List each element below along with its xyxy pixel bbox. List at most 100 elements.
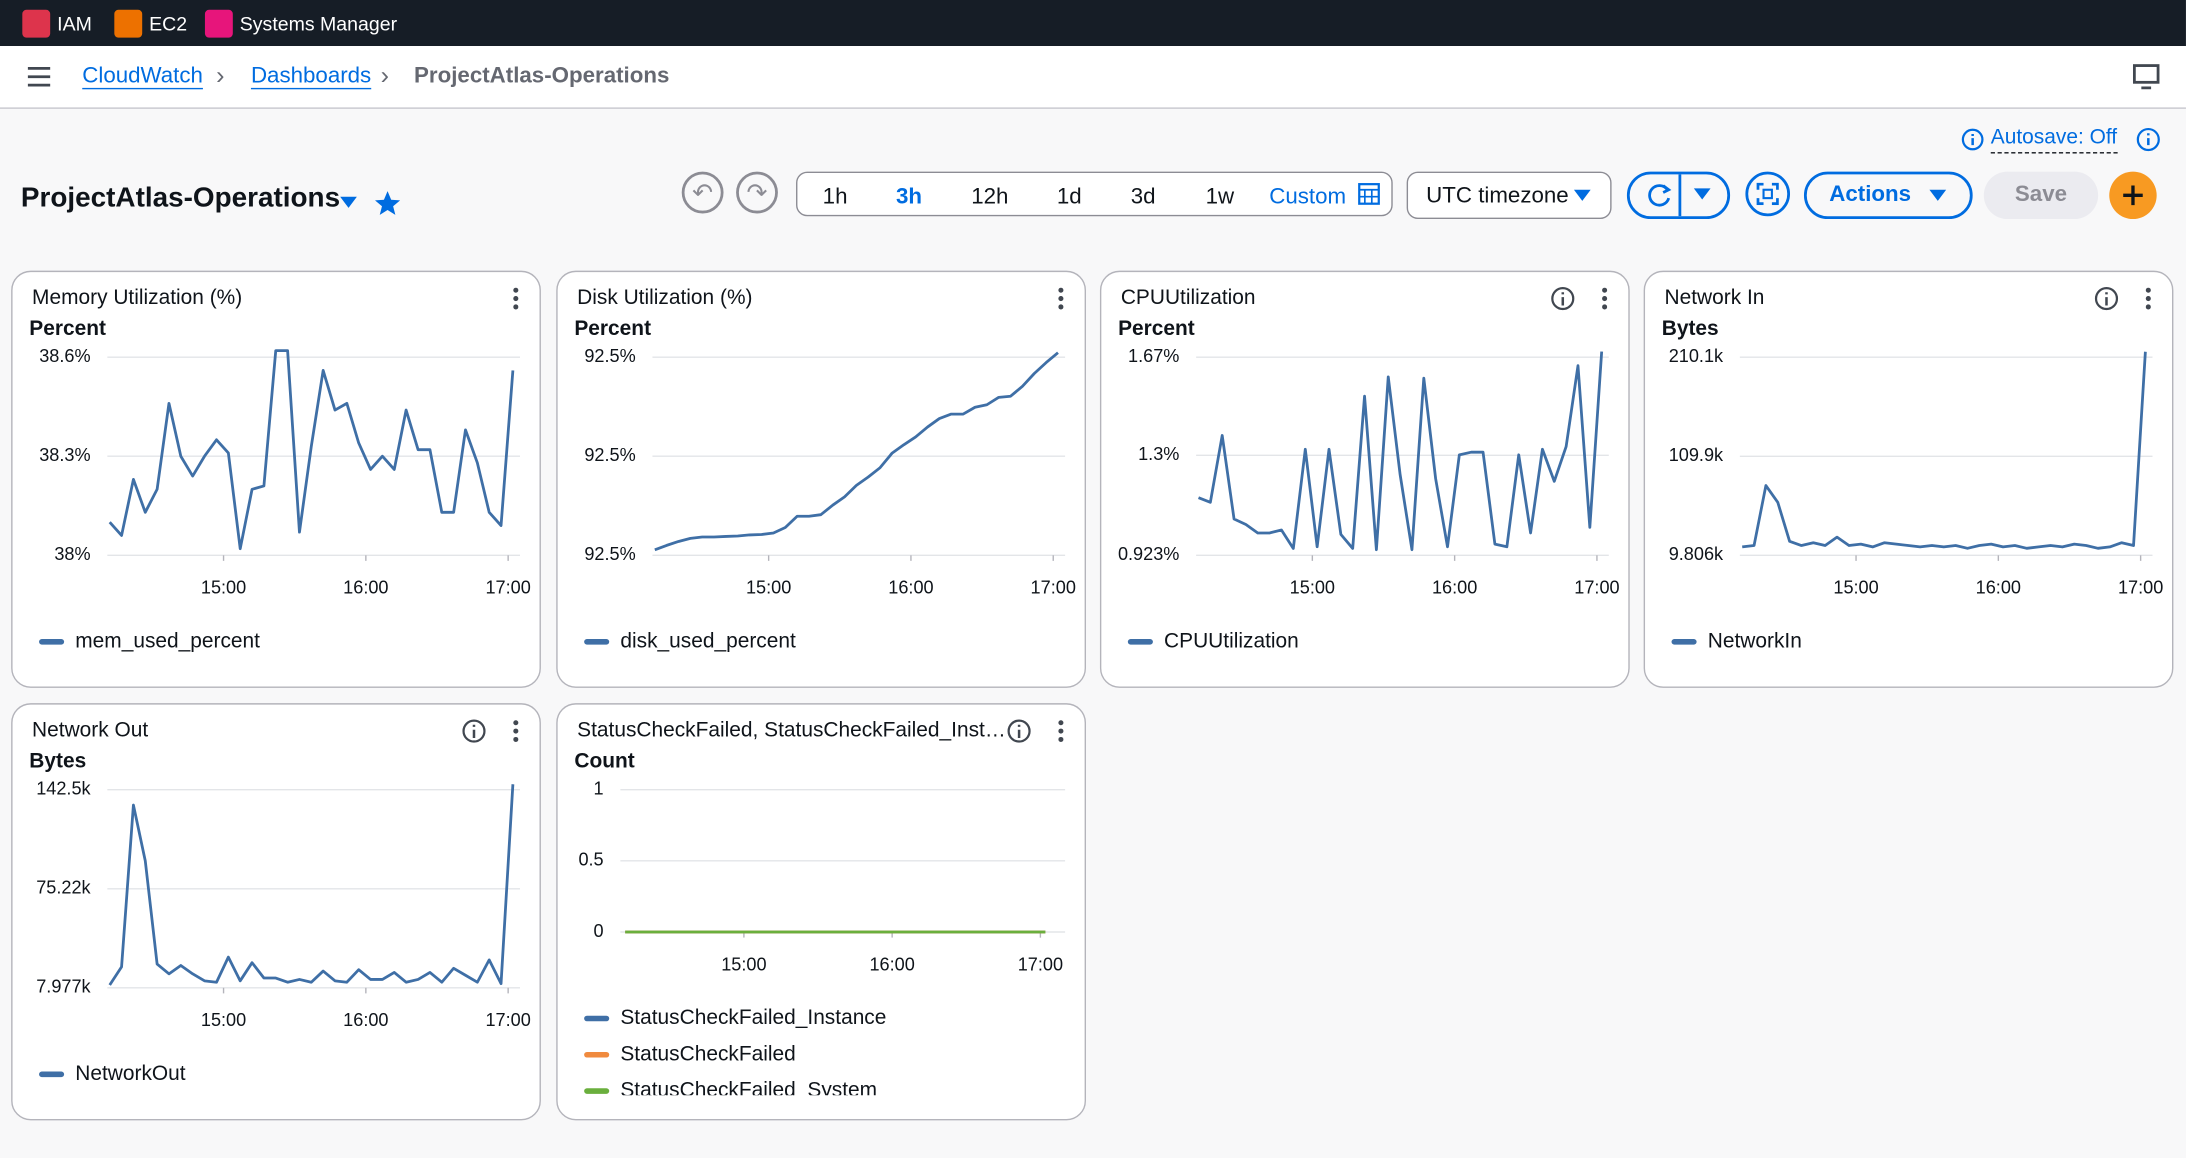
caret <box>1573 189 1591 201</box>
info-icon[interactable] <box>1551 286 1575 311</box>
menu-icon[interactable] <box>26 66 51 88</box>
x-tick-label: 17:00 <box>485 578 530 598</box>
nav-ec2[interactable]: EC2 <box>114 9 187 38</box>
nav-label: Systems Manager <box>239 12 398 35</box>
widget: Memory Utilization (%) Percent 38.6% 38.3% 3… <box>11 270 541 688</box>
nav-ssm[interactable]: Systems Manager <box>204 9 398 38</box>
menu-dot <box>513 287 519 293</box>
time-range-option[interactable]: 3h <box>895 185 922 210</box>
info-icon[interactable] <box>2136 127 2161 152</box>
info-ring <box>1551 286 1575 311</box>
info-ring <box>462 719 486 743</box>
crumb[interactable]: CloudWatch <box>82 64 203 88</box>
menu-dot <box>2145 296 2151 302</box>
widget-menu[interactable] <box>1602 287 1608 310</box>
legend-label: NetworkOut <box>75 1062 186 1085</box>
y-tick-label: 38% <box>54 544 90 564</box>
series-line <box>654 351 1059 552</box>
crumb[interactable]: Dashboards <box>250 64 372 88</box>
menu-dot <box>513 720 519 726</box>
widget-title: Memory Utilization (%) <box>32 286 242 309</box>
unit-label: Percent <box>1118 317 1195 340</box>
legend-item[interactable]: StatusCheckFailed_System <box>584 1079 877 1102</box>
widget: StatusCheckFailed, StatusCheckFailed_Ins… <box>556 703 1087 1121</box>
menu-dot <box>513 736 519 742</box>
panel-icon[interactable] <box>2132 63 2161 91</box>
legend-item[interactable]: NetworkOut <box>39 1062 186 1085</box>
legend-item[interactable]: StatusCheckFailed_Instance <box>584 1006 886 1029</box>
x-tick-label: 17:00 <box>1018 954 1063 974</box>
widget-menu[interactable] <box>1058 720 1064 742</box>
time-range-option[interactable]: Custom <box>1269 185 1347 210</box>
legend-item[interactable]: StatusCheckFailed <box>584 1042 796 1065</box>
y-tick-label: 0.5 <box>578 850 603 870</box>
x-tick-label: 15:00 <box>1290 578 1335 598</box>
plus-icon <box>2123 185 2143 206</box>
info-icon[interactable] <box>2094 286 2119 311</box>
widget-menu[interactable] <box>2145 287 2151 310</box>
legend: NetworkOut <box>39 1062 186 1085</box>
legend-label: mem_used_percent <box>75 629 260 652</box>
autosave[interactable]: Autosave: Off <box>1961 126 2118 154</box>
menu-dot <box>1058 296 1064 302</box>
refresh-icon <box>1648 174 1711 217</box>
x-tick-label: 15:00 <box>201 578 246 598</box>
x-tick-label: 16:00 <box>343 578 388 598</box>
y-tick-label: 38.3% <box>39 445 90 465</box>
menu-dot <box>1058 736 1064 742</box>
unit-label: Percent <box>574 317 651 340</box>
y-tick-label: 210.1k <box>1669 346 1724 366</box>
fullscreen[interactable] <box>1745 171 1791 217</box>
unit-label: Bytes <box>1662 317 1719 340</box>
refresh[interactable] <box>1626 171 1731 220</box>
undo[interactable]: ↶ <box>681 171 724 214</box>
dashboard-title: ProjectAtlas-Operations <box>20 182 341 214</box>
nav-iam[interactable]: IAM <box>22 9 92 38</box>
time-range-option[interactable]: 1d <box>1056 185 1082 210</box>
series-line <box>1198 351 1604 552</box>
menu-dot <box>1058 304 1064 310</box>
time-range-option[interactable]: 1w <box>1205 185 1235 210</box>
add-widget[interactable] <box>2109 171 2157 220</box>
info-icon <box>1961 128 1984 151</box>
x-tick-label: 16:00 <box>888 578 933 598</box>
y-tick-label: 109.9k <box>1669 445 1724 465</box>
y-tick-label: 142.5k <box>36 778 91 798</box>
crumb-current: ProjectAtlas-Operations <box>414 64 670 88</box>
widget: Network In Bytes 210.1k 109.9k 9.806k 15:00 16… <box>1643 270 2174 688</box>
widget-menu[interactable] <box>513 720 519 742</box>
actions-button[interactable]: Actions <box>1803 171 1973 220</box>
title-icons[interactable] <box>337 190 407 218</box>
time-range-option[interactable]: 3d <box>1130 185 1156 210</box>
x-tick-label: 16:00 <box>1432 578 1477 598</box>
top-nav: IAM EC2 Systems Manager <box>0 0 2186 47</box>
y-tick-label: 0 <box>594 921 604 941</box>
x-tick-label: 17:00 <box>2118 578 2163 598</box>
x-tick-label: 15:00 <box>721 954 766 974</box>
info-icon[interactable] <box>1007 719 1031 743</box>
time-range-option[interactable]: 1h <box>822 185 848 210</box>
info-ring <box>1007 719 1031 743</box>
widget-chart: Disk Utilization (%) Percent 92.5% 92.5% 92.… <box>574 286 1076 652</box>
redo[interactable]: ↷ <box>736 171 778 214</box>
x-tick-label: 17:00 <box>1031 578 1076 598</box>
legend-label: CPUUtilization <box>1164 629 1299 652</box>
info-icon[interactable] <box>462 719 486 743</box>
legend-item[interactable]: CPUUtilization <box>1127 629 1299 652</box>
widget-menu[interactable] <box>1058 287 1064 310</box>
save-button[interactable]: Save <box>1983 171 2099 220</box>
widget-title: StatusCheckFailed, StatusCheckFailed_Ins… <box>577 719 1006 742</box>
menu-dot <box>513 304 519 310</box>
widget-chart: Network Out Bytes 142.5k 75.22k 7.977k 15:00 1… <box>29 719 531 1085</box>
legend-item[interactable]: NetworkIn <box>1671 629 1802 652</box>
legend: mem_used_percent <box>39 629 260 652</box>
legend-item[interactable]: disk_used_percent <box>584 629 796 652</box>
calendar-icon[interactable] <box>1358 183 1380 205</box>
time-range-option[interactable]: 12h <box>971 185 1009 210</box>
widget-menu[interactable] <box>513 287 519 310</box>
timezone-select[interactable]: UTC timezone <box>1406 171 1612 220</box>
widget-title: Network In <box>1665 286 1765 309</box>
legend-item[interactable]: mem_used_percent <box>39 629 260 652</box>
widget-chart: CPUUtilization Percent 1.67% 1.3% 0.923% 15:0… <box>1118 286 1620 652</box>
